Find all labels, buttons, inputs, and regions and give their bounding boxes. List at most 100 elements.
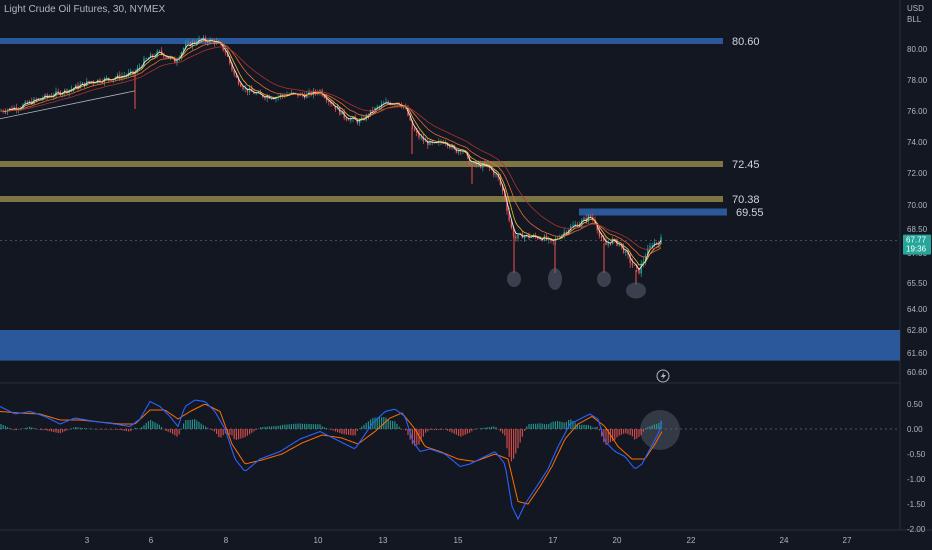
price-tick-4: 72.00 — [907, 169, 928, 178]
macd-hist-bar-23 — [51, 429, 53, 432]
macd-hist-bar-18 — [40, 429, 42, 430]
macd-hist-bar-97 — [213, 429, 215, 432]
macd-hist-bar-71 — [156, 423, 158, 429]
level-band-0 — [0, 38, 723, 44]
macd-hist-bar-234 — [515, 429, 517, 454]
macd-hist-bar-156 — [343, 429, 345, 435]
candle-body-281 — [618, 244, 620, 246]
moving-average-3 — [0, 46, 662, 250]
marked-low-3 — [626, 282, 646, 299]
macd-hist-bar-113 — [249, 429, 251, 435]
macd-hist-bar-271 — [596, 426, 598, 429]
macd-hist-bar-155 — [341, 429, 343, 434]
macd-hist-bar-130 — [286, 424, 288, 429]
macd-hist-bar-37 — [81, 427, 83, 429]
grid — [0, 0, 932, 531]
time-tick-8: 22 — [687, 536, 696, 545]
macd-hist-bar-8 — [18, 429, 20, 430]
macd-hist-bar-9 — [20, 428, 22, 430]
macd-hist-bar-295 — [649, 426, 651, 429]
macd-hist-bar-27 — [59, 429, 61, 434]
candle-body-268 — [589, 215, 592, 218]
candle-body-35 — [77, 84, 79, 89]
price-tick-10: 62.80 — [907, 326, 928, 335]
candle-body-83 — [182, 48, 185, 53]
macd-hist-bar-251 — [552, 421, 554, 429]
macd-hist-bar-228 — [502, 429, 504, 434]
macd-hist-bar-165 — [363, 424, 365, 429]
macd-hist-bar-65 — [143, 425, 145, 429]
support-zone — [0, 330, 900, 361]
macd-hist-bar-150 — [330, 429, 332, 430]
candle-body-77 — [169, 57, 172, 59]
macd-hist-bar-225 — [495, 427, 497, 429]
candle-body-151 — [332, 104, 334, 106]
macd-hist-bar-119 — [262, 427, 264, 429]
macd-hist-bar-230 — [506, 429, 508, 449]
macd-hist-bar-31 — [68, 429, 70, 430]
macd-hist-bar-180 — [396, 423, 398, 429]
macd-hist-bar-55 — [121, 429, 123, 431]
candle-body-106 — [233, 70, 235, 75]
candle-body-197 — [433, 142, 436, 144]
macd-hist-bar-109 — [240, 429, 242, 439]
candle-body-93 — [204, 37, 207, 42]
candle-body-141 — [310, 91, 312, 96]
candle-body-109 — [240, 84, 242, 87]
macd-hist-bar-199 — [438, 429, 440, 430]
macd-hist-bar-118 — [260, 427, 262, 429]
macd-hist-bar-173 — [381, 417, 383, 429]
macd-hist-bar-293 — [645, 428, 647, 429]
candle-body-16 — [35, 98, 37, 100]
macd-hist-bar-11 — [24, 427, 26, 429]
macd-hist-bar-105 — [231, 429, 233, 436]
macd-hist-bar-51 — [112, 429, 114, 430]
macd-hist-bar-47 — [103, 429, 105, 430]
macd-hist-bar-291 — [640, 429, 642, 436]
macd-hist-bar-195 — [429, 429, 431, 430]
macd-hist-bar-167 — [367, 421, 369, 429]
macd-hist-bar-125 — [275, 425, 277, 429]
macd-hist-bar-193 — [425, 429, 427, 433]
candle-body-45 — [99, 79, 101, 83]
candle-body-215 — [473, 162, 475, 164]
candle-body-37 — [81, 82, 84, 85]
macd-hist-bar-122 — [268, 426, 270, 429]
macd-hist-bar-143 — [315, 424, 317, 429]
candle-body-123 — [270, 98, 273, 100]
macd-tick-3: -1.00 — [907, 475, 926, 484]
macd-hist-bar-191 — [420, 429, 422, 442]
candle-body-189 — [416, 130, 418, 133]
candle-body-283 — [622, 245, 625, 253]
macd-hist-bar-252 — [554, 421, 556, 429]
level-label-2: 70.38 — [732, 194, 760, 206]
candle-body-260 — [572, 225, 574, 227]
lightning-icon-glyph — [661, 372, 666, 380]
candle-body-275 — [605, 240, 607, 245]
candle-body-94 — [207, 41, 209, 43]
macd-hist-bar-260 — [572, 421, 574, 429]
macd-hist-bar-107 — [235, 429, 237, 440]
macd-hist-bar-74 — [163, 429, 165, 430]
macd-hist-bar-207 — [455, 429, 457, 435]
macd-hist-bar-7 — [15, 429, 17, 431]
macd-hist-bar-170 — [374, 417, 376, 429]
candle-body-241 — [530, 237, 532, 238]
macd-hist-bar-273 — [601, 429, 603, 437]
price-tick-9: 64.00 — [907, 305, 928, 314]
macd-hist-bar-62 — [136, 428, 138, 429]
macd-hist-bar-200 — [440, 429, 442, 430]
macd-hist-bar-49 — [108, 429, 110, 430]
candle-body-274 — [603, 237, 605, 241]
macd-hist-bar-276 — [607, 429, 609, 444]
macd-hist-bar-153 — [337, 429, 339, 433]
macd-hist-bar-264 — [581, 424, 583, 429]
macd-hist-bar-250 — [550, 422, 552, 429]
time-tick-7: 20 — [613, 536, 622, 545]
macd-hist-bar-256 — [563, 422, 565, 429]
macd-hist-bar-274 — [603, 429, 605, 443]
macd-hist-bar-96 — [211, 429, 213, 431]
macd-hist-bar-181 — [398, 426, 400, 429]
macd-hist-bar-69 — [152, 421, 154, 429]
candle-body-4 — [9, 107, 11, 110]
